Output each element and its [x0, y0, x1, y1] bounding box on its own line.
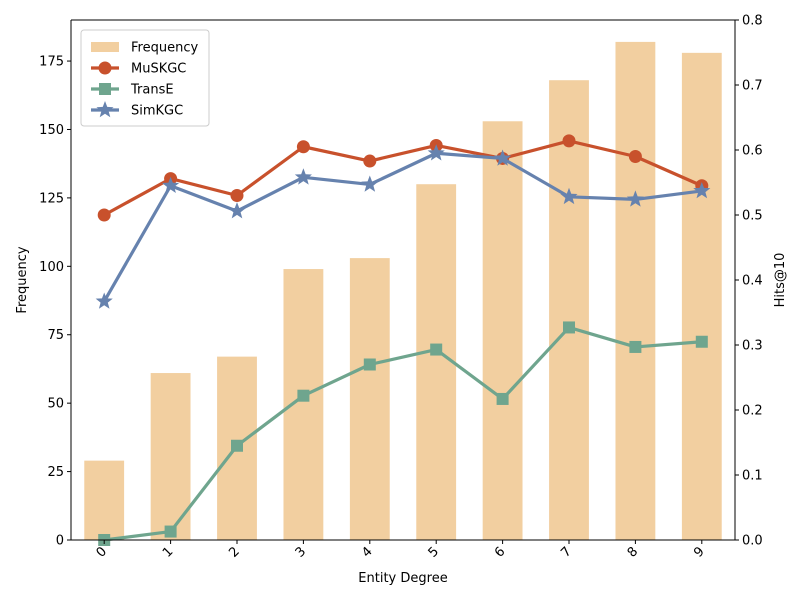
bar-0 [84, 460, 125, 540]
y2-tick-label: 0.7 [742, 79, 763, 94]
point-transe-4 [363, 358, 376, 371]
bar-9 [681, 52, 722, 541]
y-tick-label: 50 [47, 397, 64, 412]
y-tick-label: 125 [39, 191, 64, 206]
y2-tick-label: 0.4 [742, 274, 763, 289]
bar-8 [615, 41, 656, 540]
legend-marker-muskgc [98, 61, 112, 75]
point-simkgc-4 [361, 175, 379, 192]
y2-tick-label: 0.2 [742, 404, 763, 419]
point-simkgc-5 [427, 144, 445, 161]
bars-layer [84, 41, 722, 541]
point-simkgc-2 [228, 202, 246, 219]
y2-tick-label: 0.8 [742, 14, 763, 29]
legend-label-simkgc: SimKGC [131, 104, 183, 119]
point-transe-1 [164, 525, 177, 538]
y-tick-label: 25 [47, 465, 64, 480]
point-simkgc-3 [294, 168, 312, 185]
y2-tick-label: 0.1 [742, 469, 763, 484]
y2-tick-label: 0.6 [742, 144, 763, 159]
legend-box [80, 29, 210, 127]
point-muskgc-0 [97, 208, 111, 222]
legend-label-transe: TransE [130, 83, 174, 98]
point-muskgc-3 [296, 140, 310, 154]
point-transe-3 [297, 389, 310, 402]
x-axis-label: Entity Degree [358, 571, 447, 586]
point-transe-9 [695, 335, 708, 348]
point-transe-7 [563, 321, 575, 334]
legend-label-muskgc: MuSKGC [131, 62, 186, 77]
legend: Frequency MuSKGC TransE SimKGC [80, 29, 210, 127]
point-muskgc-2 [230, 189, 244, 202]
x-tick-label: 7 [558, 544, 574, 560]
bar-5 [416, 184, 457, 541]
legend-marker-simkgc [96, 101, 114, 118]
legend-swatch-frequency [91, 42, 119, 52]
point-simkgc-1 [162, 176, 180, 194]
y-axis-label: Frequency [15, 246, 30, 313]
point-simkgc-9 [693, 181, 711, 199]
bar-6 [482, 121, 523, 541]
point-simkgc-6 [494, 149, 512, 166]
line-simkgc [102, 151, 703, 303]
y2-tick-label: 0.0 [742, 534, 763, 549]
legend-marker-transe [99, 83, 111, 95]
x-tick-label: 0 [94, 544, 110, 560]
point-transe-6 [496, 392, 509, 405]
legend-label-frequency: Frequency [131, 41, 198, 56]
y-tick-label: 150 [39, 123, 64, 138]
x-tick-label: 3 [293, 544, 309, 560]
point-transe-2 [231, 439, 243, 452]
bar-7 [549, 80, 589, 541]
point-muskgc-8 [628, 150, 642, 163]
point-muskgc-4 [363, 154, 377, 168]
x-tick-label: 1 [160, 544, 176, 560]
x-tick-label: 4 [359, 544, 375, 560]
x-tick-label: 5 [426, 544, 442, 560]
lines-layer [95, 134, 711, 546]
x-tick-label: 2 [226, 544, 242, 560]
point-simkgc-7 [560, 187, 578, 205]
point-transe-8 [629, 340, 642, 353]
line-transe [103, 325, 702, 542]
y-tick-label: 0 [56, 534, 64, 549]
x-tick-label: 9 [691, 544, 707, 560]
y2-tick-label: 0.3 [742, 339, 763, 354]
point-transe-5 [430, 343, 443, 356]
line-muskgc [103, 139, 703, 217]
bar-4 [349, 258, 390, 540]
point-muskgc-7 [562, 134, 576, 148]
y-tick-label: 100 [39, 260, 64, 275]
x-tick-label: 6 [492, 544, 508, 560]
y2-tick-label: 0.5 [742, 209, 763, 224]
y-tick-label: 175 [39, 55, 64, 70]
point-simkgc-0 [95, 292, 113, 309]
y2-axis-label: Hits@10 [773, 253, 788, 308]
point-simkgc-8 [626, 190, 644, 207]
x-tick-label: 8 [625, 544, 641, 560]
y-tick-label: 75 [47, 328, 64, 343]
